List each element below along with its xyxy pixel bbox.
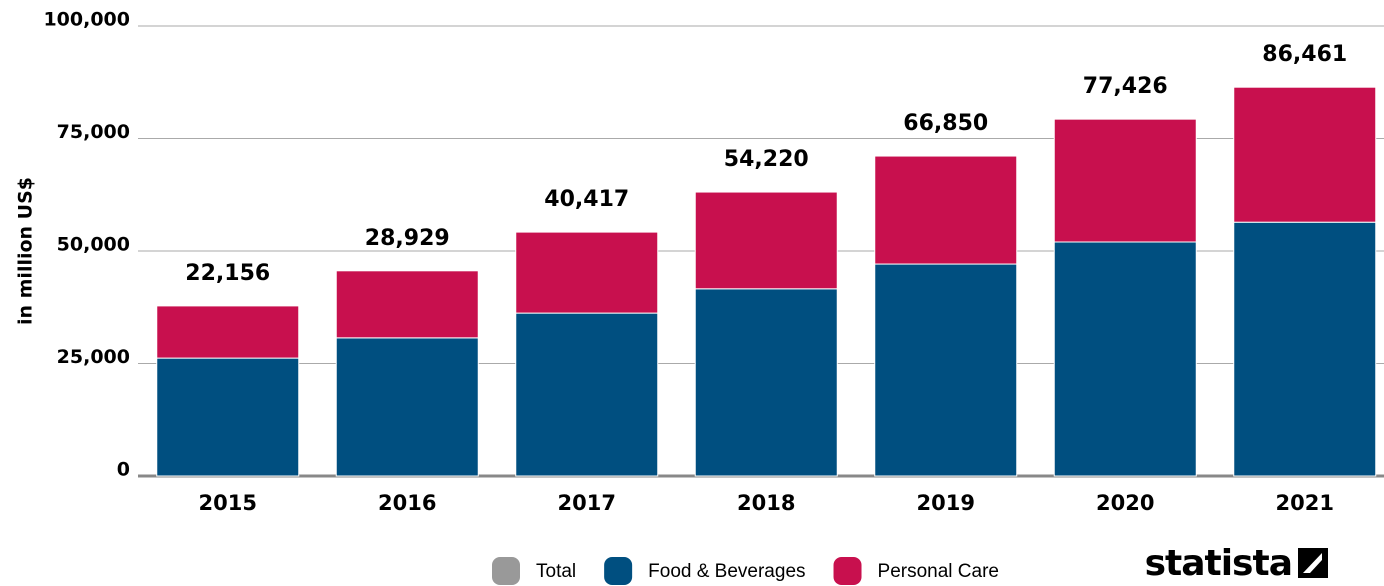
y-tick-label: 75,000	[57, 121, 130, 143]
bar-segment	[1233, 86, 1377, 223]
y-axis-label: in million US$	[15, 177, 37, 325]
legend-swatch	[604, 557, 633, 585]
bar-segment	[874, 263, 1018, 477]
x-tick-label: 2021	[1276, 491, 1334, 515]
bar-segment	[335, 337, 479, 477]
bar-segment	[1053, 118, 1197, 243]
y-tick-label: 50,000	[57, 234, 130, 256]
bar-segment	[156, 357, 300, 477]
bar-segment	[694, 191, 838, 290]
legend-label: Personal Care	[878, 561, 999, 582]
y-tick-label: 25,000	[57, 346, 130, 368]
bar-segment	[335, 270, 479, 339]
total-label: 66,850	[903, 111, 988, 136]
total-label: 40,417	[544, 187, 629, 212]
total-label: 54,220	[724, 147, 809, 172]
bar-segment	[515, 231, 659, 314]
x-tick-label: 2020	[1096, 491, 1154, 515]
legend-label: Total	[536, 561, 576, 582]
bar-segment	[515, 312, 659, 477]
legend-swatch	[492, 557, 520, 585]
legend-swatch	[833, 557, 862, 585]
bar-segment	[1233, 221, 1377, 477]
x-tick-label: 2017	[558, 491, 616, 515]
legend-label: Food & Beverages	[648, 561, 805, 582]
total-label: 77,426	[1083, 74, 1168, 99]
bar-segment	[1053, 241, 1197, 477]
brand-logo: statista	[1145, 543, 1378, 584]
bar-segment	[156, 305, 300, 359]
total-label: 22,156	[185, 261, 270, 286]
x-tick-label: 2018	[737, 491, 795, 515]
brand: statista	[1145, 543, 1292, 584]
total-label: 28,929	[365, 226, 450, 251]
x-tick-label: 2019	[917, 491, 975, 515]
bar-segment	[874, 155, 1018, 265]
bar-segment	[694, 288, 838, 477]
y-tick-label: 100,000	[43, 9, 130, 31]
total-label: 86,461	[1262, 42, 1347, 67]
x-tick-label: 2015	[199, 491, 257, 515]
y-tick-label: 0	[117, 459, 130, 481]
x-tick-label: 2016	[378, 491, 436, 515]
